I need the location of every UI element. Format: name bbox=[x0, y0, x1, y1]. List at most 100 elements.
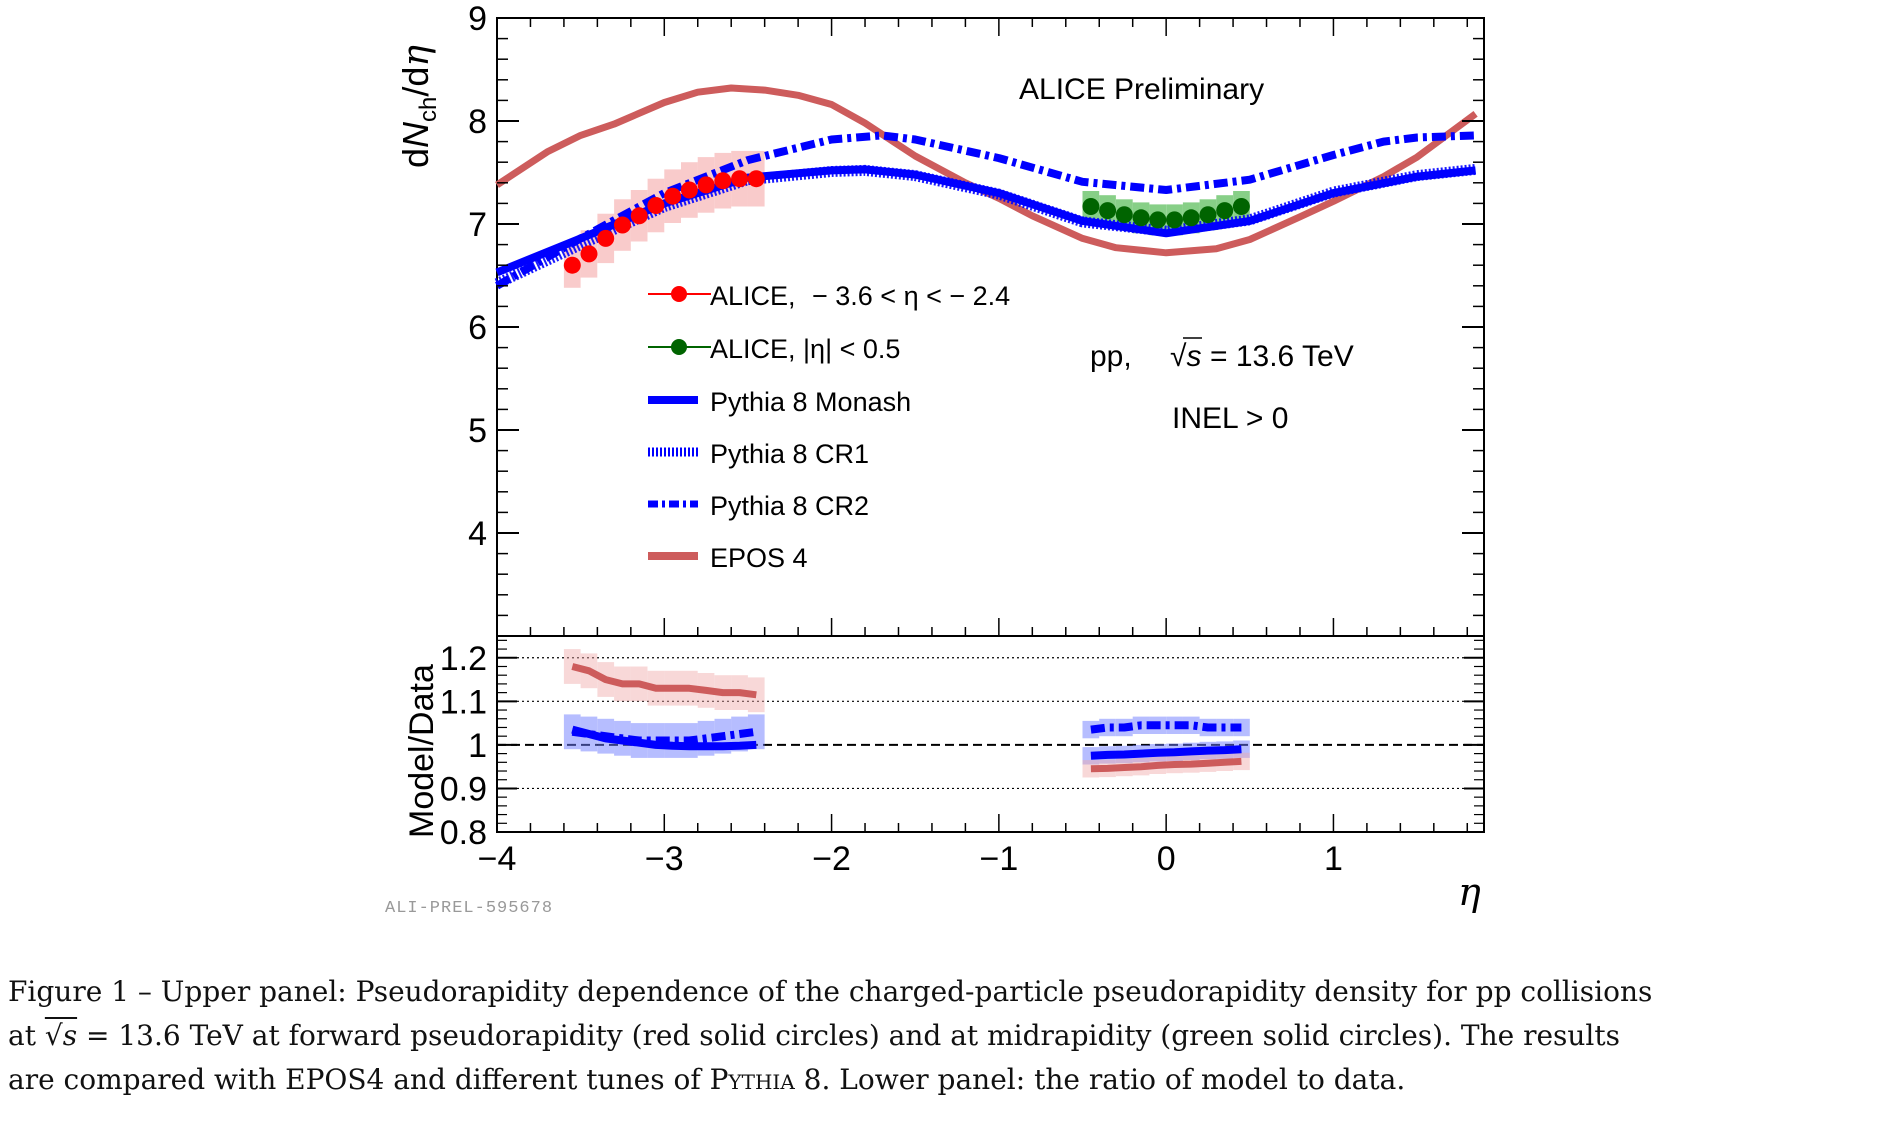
y-tick-label: 4 bbox=[468, 515, 487, 553]
ratio-error-band bbox=[1233, 718, 1250, 737]
y-tick-label: 6 bbox=[468, 309, 487, 347]
caption-line-2-rest: = 13.6 TeV at forward pseudorapidity (re… bbox=[77, 1019, 1621, 1052]
y-tick-label: 8 bbox=[468, 103, 487, 141]
system-label: pp, bbox=[1090, 340, 1132, 373]
lower-y-ticks: 0.8 0.9 1 1.1 1.2 bbox=[440, 639, 1484, 852]
ratio-error-band bbox=[1233, 752, 1250, 771]
legend-entry-alice-mid: ALICE, |η| < 0.5 bbox=[648, 334, 900, 364]
legend-label-epos: EPOS 4 bbox=[710, 543, 808, 573]
mid-data-point bbox=[1216, 202, 1234, 220]
lower-panel: 0.8 0.9 1 1.1 1.2 −4 −3 −2 −1 0 1 Model/Data η bbox=[403, 635, 1485, 914]
legend-label-monash: Pythia 8 Monash bbox=[710, 387, 911, 417]
forward-data-point bbox=[580, 245, 598, 263]
upper-y-ticks: 4 5 6 7 8 9 bbox=[468, 0, 1484, 617]
alice-preliminary-label: ALICE Preliminary bbox=[1019, 73, 1264, 106]
caption-line-3-b: 8. Lower panel: the ratio of model to da… bbox=[794, 1063, 1406, 1096]
legend-label-cr2: Pythia 8 CR2 bbox=[710, 491, 869, 521]
caption-pythia: Pythia bbox=[709, 1063, 795, 1096]
lower-reference-lines bbox=[497, 657, 1484, 790]
legend-entry-monash: Pythia 8 Monash bbox=[648, 387, 911, 417]
x-tick-label: −4 bbox=[478, 840, 517, 878]
mid-data-point bbox=[1166, 211, 1183, 229]
ratio-error-band bbox=[1082, 760, 1100, 778]
forward-data-point bbox=[731, 170, 749, 188]
ratio-epos-4-data bbox=[571, 663, 757, 699]
legend-marker-alice-mid bbox=[671, 339, 687, 355]
forward-data-point bbox=[563, 256, 581, 274]
ratio-error-band bbox=[1233, 740, 1250, 758]
x-tick-label: 0 bbox=[1157, 840, 1176, 878]
upper-x-ticks bbox=[496, 18, 1469, 636]
forward-data-point bbox=[697, 176, 715, 194]
ratio-error-band bbox=[747, 714, 765, 750]
mid-data-point bbox=[1082, 198, 1100, 215]
caption-line-2: at √s = 13.6 TeV at forward pseudorapidi… bbox=[8, 1014, 1878, 1058]
watermark: ALI-PREL-595678 bbox=[385, 899, 553, 918]
caption-sqrt-s: √s bbox=[44, 1019, 78, 1052]
ratio-epos-4-data-mid- bbox=[1090, 757, 1242, 773]
mid-data-point bbox=[1149, 211, 1167, 229]
ratio-y-tick-label: 1.1 bbox=[440, 683, 487, 721]
caption-line-1: Figure 1 – Upper panel: Pseudorapidity d… bbox=[8, 975, 1653, 1008]
lower-y-axis-label: Model/Data bbox=[403, 664, 441, 838]
sqrt-s-symbol: √s bbox=[1170, 340, 1201, 373]
legend-entry-cr2: Pythia 8 CR2 bbox=[648, 491, 869, 521]
mid-data-point bbox=[1182, 209, 1200, 227]
mid-data-point bbox=[1232, 198, 1250, 215]
forward-data-point bbox=[680, 181, 698, 199]
y-tick-label: 5 bbox=[468, 412, 487, 450]
legend-entry-cr1: Pythia 8 CR1 bbox=[648, 439, 869, 469]
caption-line-3-a: are compared with EPOS4 and different tu… bbox=[8, 1063, 710, 1096]
forward-data-point bbox=[597, 229, 615, 247]
forward-data-point bbox=[747, 170, 765, 188]
lower-ratio-lines bbox=[571, 663, 1242, 773]
lower-error-bands bbox=[563, 649, 1250, 778]
mid-data-point bbox=[1199, 206, 1217, 224]
x-axis-label: η bbox=[1458, 870, 1481, 914]
event-class-label: INEL > 0 bbox=[1172, 402, 1288, 435]
ratio-pythia-8-monash-data-mid- bbox=[1090, 745, 1242, 760]
legend-entry-epos: EPOS 4 bbox=[648, 543, 808, 573]
x-axis-ticks: −4 −3 −2 −1 0 1 bbox=[478, 814, 1469, 878]
energy-label: = 13.6 TeV bbox=[1210, 340, 1354, 373]
ratio-y-tick-label: 1.2 bbox=[440, 640, 487, 678]
ratio-y-tick-label: 0.8 bbox=[440, 814, 487, 852]
caption-line-3: are compared with EPOS4 and different tu… bbox=[8, 1058, 1878, 1102]
upper-data-points bbox=[563, 170, 1250, 274]
legend-label-alice-mid: ALICE, |η| < 0.5 bbox=[710, 334, 900, 364]
ratio-y-tick-label: 0.9 bbox=[440, 770, 487, 808]
ratio-error-band bbox=[563, 649, 581, 684]
upper-model-lines bbox=[494, 84, 1478, 290]
legend-label-alice-forward: ALICE, bbox=[710, 281, 796, 311]
x-tick-label: −1 bbox=[979, 840, 1018, 878]
forward-data-point bbox=[647, 197, 665, 214]
ratio-pythia-8-cr2-data-mid- bbox=[1090, 721, 1242, 734]
x-tick-label: 1 bbox=[1324, 840, 1343, 878]
ratio-error-band bbox=[1082, 747, 1100, 765]
x-tick-label: −3 bbox=[645, 840, 684, 878]
legend-marker-alice-forward bbox=[671, 286, 687, 302]
lower-frame bbox=[496, 635, 1485, 833]
y-tick-label: 7 bbox=[468, 206, 487, 244]
x-tick-label: −2 bbox=[812, 840, 851, 878]
legend-entry-alice-forward: ALICE, − 3.6 < η < − 2.4 bbox=[648, 281, 1010, 311]
caption-line-2-prefix: at bbox=[8, 1019, 45, 1052]
upper-y-axis-label: dNch/dη bbox=[395, 45, 442, 168]
ratio-y-tick-label: 1 bbox=[468, 727, 487, 765]
forward-data-point bbox=[714, 172, 732, 190]
forward-data-point bbox=[630, 207, 648, 225]
ratio-error-band bbox=[1166, 716, 1183, 734]
y-tick-label: 9 bbox=[468, 0, 487, 38]
legend-range-alice-forward: − 3.6 < η < − 2.4 bbox=[812, 281, 1010, 311]
forward-data-point bbox=[614, 216, 631, 234]
forward-data-point bbox=[664, 187, 682, 205]
mid-data-point bbox=[1132, 209, 1150, 227]
legend-label-cr1: Pythia 8 CR1 bbox=[710, 439, 869, 469]
mid-data-point bbox=[1099, 202, 1117, 220]
curve-pythia-8-cr2 bbox=[495, 131, 1476, 290]
figure-caption: Figure 1 – Upper panel: Pseudorapidity d… bbox=[8, 970, 1878, 1102]
legend: ALICE, − 3.6 < η < − 2.4 ALICE, |η| < 0.… bbox=[648, 281, 1010, 573]
mid-data-point bbox=[1115, 206, 1133, 224]
